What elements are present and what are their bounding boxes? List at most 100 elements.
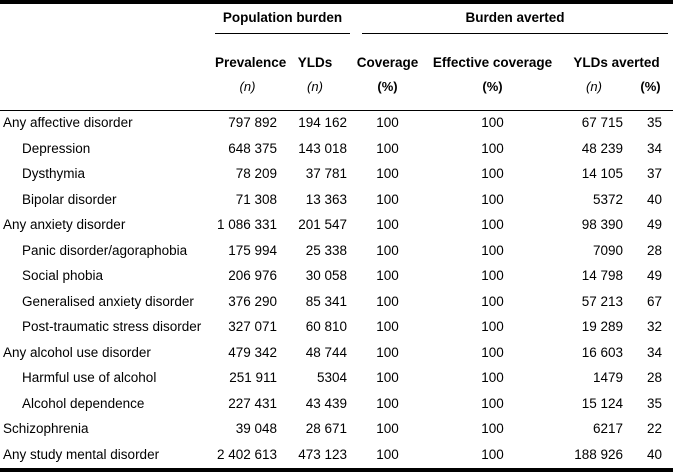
cell-effective-coverage: 100 (481, 421, 504, 437)
group-header-population-burden: Population burden (215, 2, 350, 50)
cell-ylds-averted-pct: 49 (647, 217, 663, 233)
cell-ylds-averted-n: 5372 (592, 191, 623, 207)
table-row: Any affective disorder 797 892 194 162 100 1… (0, 111, 673, 137)
cell-prevalence: 175 994 (228, 242, 277, 258)
cell-coverage: 100 (376, 140, 399, 156)
cell-label: Dysthymia (22, 166, 86, 182)
cell-ylds-averted-pct: 32 (647, 319, 663, 335)
group-header-row: Population burden Burden averted (0, 2, 673, 111)
cell-label: Any affective disorder (3, 115, 133, 131)
col-header-prevalence: Prevalence (215, 55, 287, 71)
cell-label: Generalised anxiety disorder (22, 293, 194, 309)
corner-cell (0, 2, 215, 111)
unit-prevalence-n: (n) (215, 77, 280, 111)
cell-effective-coverage: 100 (481, 115, 504, 131)
unit-coverage-pct: (%) (350, 77, 425, 111)
cell-ylds-averted-pct: 28 (647, 370, 663, 386)
cell-ylds-averted-pct: 40 (647, 191, 663, 207)
table-header: Population burden Burden averted Prevale… (0, 2, 673, 111)
cell-prevalence: 39 048 (235, 421, 277, 437)
cell-label: Panic disorder/agoraphobia (22, 242, 188, 258)
table-row: Harmful use of alcohol 251 911 5304 100 100 1… (0, 366, 673, 392)
cell-ylds: 201 547 (298, 217, 347, 233)
cell-effective-coverage: 100 (481, 344, 504, 360)
table-row: Social phobia 206 976 30 058 100 100 14 798 49 (0, 264, 673, 290)
col-header-ylds: YLDs (297, 55, 333, 71)
cell-prevalence: 251 911 (229, 370, 277, 386)
cell-ylds-averted-pct: 35 (647, 115, 663, 131)
cell-coverage: 100 (376, 421, 399, 437)
cell-label: Schizophrenia (3, 421, 89, 437)
cell-ylds: 13 363 (305, 191, 347, 207)
cell-ylds-averted-n: 188 926 (574, 446, 623, 462)
cell-label: Harmful use of alcohol (22, 370, 157, 386)
group-header-population-burden-label: Population burden (215, 10, 350, 34)
cell-ylds-averted-pct: 22 (647, 421, 663, 437)
cell-ylds-averted-n: 19 289 (581, 319, 623, 335)
cell-label: Post-traumatic stress disorder (22, 319, 202, 335)
cell-ylds-averted-pct: 28 (647, 242, 663, 258)
column-header-row: Prevalence YLDs Coverage Effective cover… (0, 50, 673, 77)
cell-label: Any study mental disorder (3, 446, 160, 462)
table-row: Depression 648 375 143 018 100 100 48 239 34 (0, 137, 673, 163)
cell-prevalence: 797 892 (228, 115, 277, 131)
cell-coverage: 100 (376, 115, 399, 131)
cell-effective-coverage: 100 (481, 395, 504, 411)
cell-label: Social phobia (22, 268, 104, 284)
cell-label: Any anxiety disorder (3, 217, 126, 233)
units-row: (n) (n) (%) (%) (n) (%) (0, 77, 673, 111)
cell-prevalence: 2 402 613 (216, 446, 277, 462)
cell-coverage: 100 (376, 268, 399, 284)
cell-ylds: 85 341 (305, 293, 347, 309)
cell-effective-coverage: 100 (481, 166, 504, 182)
cell-prevalence: 206 976 (228, 268, 277, 284)
cell-ylds: 5304 (316, 370, 347, 386)
col-header-ylds-averted: YLDs averted (573, 55, 660, 71)
unit-ylds-averted-n: (n) (560, 77, 628, 111)
cell-ylds: 28 671 (305, 421, 347, 437)
unit-ylds-averted-pct: (%) (628, 77, 673, 111)
col-header-coverage: Coverage (356, 55, 419, 71)
cell-ylds: 37 781 (305, 166, 347, 182)
cell-effective-coverage: 100 (481, 293, 504, 309)
col-header-effective-coverage: Effective coverage (432, 55, 553, 71)
cell-ylds-averted-pct: 35 (647, 395, 663, 411)
cell-prevalence: 227 431 (228, 395, 277, 411)
cell-coverage: 100 (376, 344, 399, 360)
cell-prevalence: 376 290 (228, 293, 277, 309)
table-row: Any anxiety disorder 1 086 331 201 547 100 1… (0, 213, 673, 239)
cell-effective-coverage: 100 (481, 242, 504, 258)
unit-ylds-n: (n) (280, 77, 350, 111)
table-row: Any study mental disorder 2 402 613 473 12… (0, 443, 673, 471)
cell-coverage: 100 (376, 293, 399, 309)
cell-coverage: 100 (376, 166, 399, 182)
cell-coverage: 100 (376, 217, 399, 233)
cell-ylds-averted-n: 48 239 (581, 140, 623, 156)
cell-effective-coverage: 100 (481, 319, 504, 335)
cell-ylds: 194 162 (298, 115, 347, 131)
cell-effective-coverage: 100 (481, 217, 504, 233)
cell-ylds-averted-n: 67 715 (581, 115, 623, 131)
table-row: Alcohol dependence 227 431 43 439 100 100 15 … (0, 392, 673, 418)
cell-effective-coverage: 100 (481, 370, 504, 386)
cell-prevalence: 78 209 (235, 166, 277, 182)
unit-effective-coverage-pct: (%) (425, 77, 560, 111)
cell-ylds-averted-n: 6217 (592, 421, 623, 437)
cell-effective-coverage: 100 (481, 268, 504, 284)
cell-ylds: 43 439 (305, 395, 347, 411)
cell-ylds-averted-n: 1479 (592, 370, 623, 386)
cell-ylds: 60 810 (305, 319, 347, 335)
cell-label: Any alcohol use disorder (3, 344, 151, 360)
cell-ylds-averted-n: 14 798 (581, 268, 623, 284)
table-row: Post-traumatic stress disorder 327 071 60 … (0, 315, 673, 341)
cell-label: Bipolar disorder (22, 191, 117, 207)
cell-prevalence: 648 375 (228, 140, 277, 156)
cell-prevalence: 479 342 (228, 344, 277, 360)
cell-label: Alcohol dependence (22, 395, 145, 411)
table-row: Schizophrenia 39 048 28 671 100 100 6217 22 (0, 417, 673, 443)
cell-label: Depression (22, 140, 91, 156)
group-header-burden-averted-label: Burden averted (362, 10, 669, 34)
cell-coverage: 100 (376, 395, 399, 411)
